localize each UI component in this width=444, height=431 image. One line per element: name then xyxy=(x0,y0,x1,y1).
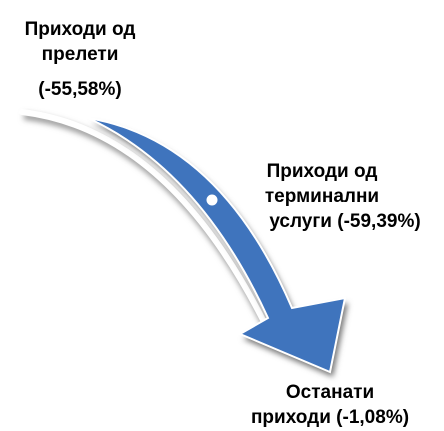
streak xyxy=(19,109,271,333)
dot xyxy=(205,193,219,207)
node-label: услуги (-59,39%) xyxy=(269,211,420,232)
arrow xyxy=(87,117,347,374)
node-label: Останати xyxy=(286,382,374,403)
node-label: прелети xyxy=(42,44,119,65)
node-label: Приходи од xyxy=(25,19,136,40)
node-label: приходи (-1,08%) xyxy=(251,407,409,428)
node-label: Приходи од xyxy=(267,161,378,182)
node-label: (-55,58%) xyxy=(38,79,121,100)
node-label: терминални xyxy=(265,186,379,207)
